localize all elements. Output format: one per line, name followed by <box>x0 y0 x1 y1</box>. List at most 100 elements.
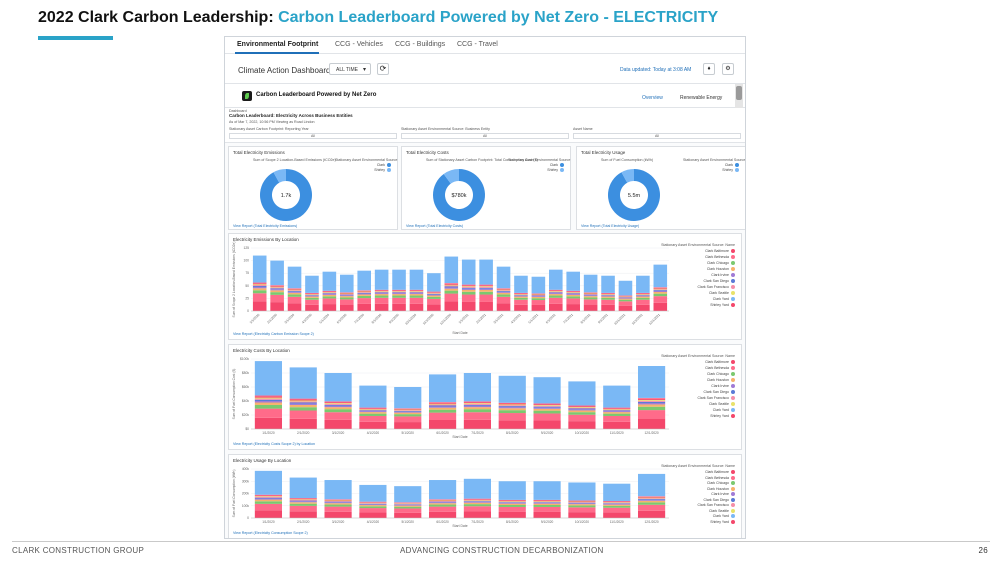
bar-segment-top[interactable] <box>568 482 596 501</box>
bar-segment[interactable] <box>394 411 422 413</box>
bar-segment[interactable] <box>514 299 528 305</box>
bar-segment[interactable] <box>392 303 406 311</box>
bar-segment[interactable] <box>270 288 284 290</box>
bar-segment[interactable] <box>324 502 352 504</box>
bar-segment[interactable] <box>409 289 424 291</box>
bar-segment[interactable] <box>603 421 631 429</box>
bar-segment-top[interactable] <box>531 276 546 294</box>
bar-segment-top[interactable] <box>287 266 302 289</box>
bar-segment[interactable] <box>566 294 581 297</box>
bar-segment[interactable] <box>637 504 666 511</box>
bar-segment-top[interactable] <box>322 271 337 291</box>
bar-segment[interactable] <box>305 297 319 300</box>
bar-segment-top[interactable] <box>548 269 563 290</box>
bar-segment[interactable] <box>498 503 526 505</box>
kpi-report-link[interactable]: View Report (Total Electricity Emissions… <box>233 224 298 228</box>
bar-segment[interactable] <box>427 295 441 297</box>
bar-segment[interactable] <box>270 287 284 289</box>
bar-segment[interactable] <box>636 299 650 305</box>
bar-segment[interactable] <box>637 497 666 499</box>
bar-segment[interactable] <box>394 503 422 505</box>
bar-segment[interactable] <box>305 299 319 305</box>
bar-segment[interactable] <box>359 415 387 422</box>
bar[interactable] <box>498 481 526 518</box>
bar-segment[interactable] <box>653 290 668 292</box>
bar-segment[interactable] <box>583 292 598 294</box>
bar-segment[interactable] <box>653 293 668 297</box>
bar-segment[interactable] <box>394 508 422 513</box>
bar-segment[interactable] <box>479 286 493 287</box>
bar-segment-top[interactable] <box>603 385 631 408</box>
bar-segment[interactable] <box>533 506 561 512</box>
bar-segment[interactable] <box>531 304 546 311</box>
bar-segment-top[interactable] <box>603 483 631 502</box>
bar-segment[interactable] <box>357 295 372 299</box>
bar-segment[interactable] <box>637 400 666 402</box>
bar[interactable] <box>374 269 389 311</box>
bar-segment-top[interactable] <box>568 381 596 406</box>
bar-segment[interactable] <box>289 402 317 404</box>
bar-segment[interactable] <box>463 403 492 404</box>
bar-segment[interactable] <box>428 500 457 501</box>
bar-segment[interactable] <box>463 499 492 500</box>
bar[interactable] <box>653 264 668 311</box>
bar-segment[interactable] <box>394 408 422 410</box>
bar-segment[interactable] <box>548 291 563 293</box>
bar-segment[interactable] <box>568 507 596 513</box>
bar-segment[interactable] <box>427 292 441 294</box>
bar-segment[interactable] <box>603 411 631 413</box>
tab-ccg-vehicles[interactable]: CCG - Vehicles <box>335 41 383 48</box>
bar-segment[interactable] <box>568 407 596 409</box>
bar-segment[interactable] <box>254 399 283 401</box>
bar-segment[interactable] <box>428 499 457 500</box>
bar-segment[interactable] <box>463 499 492 501</box>
bar[interactable] <box>498 375 526 429</box>
bar-segment[interactable] <box>566 291 581 293</box>
bar-segment[interactable] <box>392 295 406 298</box>
bar[interactable] <box>566 271 581 311</box>
bar-segment-top[interactable] <box>636 275 650 293</box>
bar-segment[interactable] <box>289 505 317 512</box>
bar-segment[interactable] <box>568 405 596 407</box>
bar-segment[interactable] <box>531 298 546 301</box>
bar-segment[interactable] <box>637 510 666 518</box>
bar-segment[interactable] <box>653 287 668 289</box>
bar-segment[interactable] <box>463 407 492 410</box>
bar-segment[interactable] <box>496 288 511 290</box>
bar-segment[interactable] <box>428 502 457 504</box>
bar-segment[interactable] <box>392 294 406 296</box>
bar-segment[interactable] <box>287 290 302 292</box>
bar-segment[interactable] <box>463 500 492 502</box>
bar-segment[interactable] <box>324 511 352 518</box>
bar-segment[interactable] <box>289 503 317 506</box>
bar-segment[interactable] <box>428 407 457 410</box>
bar-segment-top[interactable] <box>359 385 387 408</box>
bar-segment[interactable] <box>498 406 526 408</box>
bar-segment[interactable] <box>428 403 457 405</box>
bar-segment[interactable] <box>566 296 581 299</box>
bar-segment[interactable] <box>409 293 424 295</box>
bar-segment[interactable] <box>252 282 267 284</box>
bar-segment[interactable] <box>270 302 284 311</box>
bar-segment-top[interactable] <box>428 480 457 500</box>
bar-segment[interactable] <box>359 504 387 506</box>
bar-segment-top[interactable] <box>463 373 492 402</box>
bar-segment[interactable] <box>533 502 561 504</box>
bar-segment[interactable] <box>409 294 424 296</box>
bar-segment[interactable] <box>252 287 267 289</box>
bar-segment-top[interactable] <box>461 259 476 285</box>
bar-segment[interactable] <box>618 305 633 311</box>
bar[interactable] <box>533 377 561 429</box>
bar-segment[interactable] <box>533 407 561 409</box>
bar-segment[interactable] <box>324 500 352 502</box>
bar[interactable] <box>463 373 492 429</box>
bar-segment[interactable] <box>374 291 389 292</box>
bar-segment[interactable] <box>287 291 302 292</box>
bar-segment[interactable] <box>601 293 615 294</box>
bar[interactable] <box>394 387 422 429</box>
bar-segment[interactable] <box>514 304 528 311</box>
bar-segment[interactable] <box>322 292 337 294</box>
bar-segment[interactable] <box>252 283 267 285</box>
bar-segment[interactable] <box>392 297 406 304</box>
bar-segment[interactable] <box>252 285 267 287</box>
